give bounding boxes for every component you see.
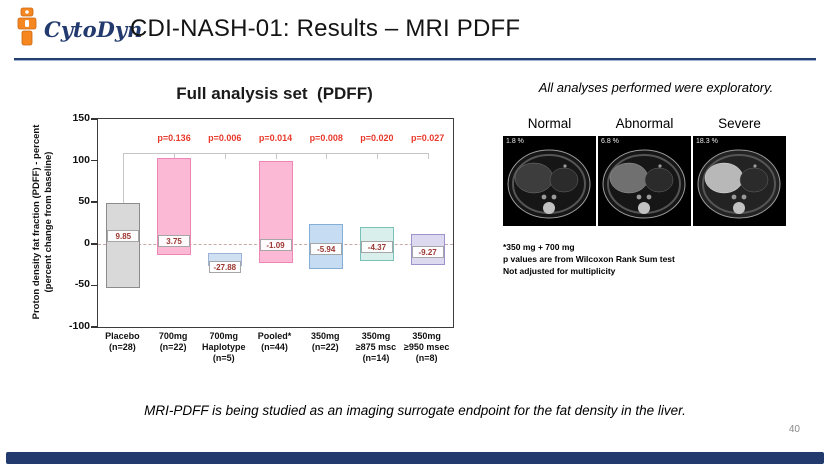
mri-labels: Normal Abnormal Severe (503, 116, 786, 131)
comparison-bracket-tick (427, 153, 429, 159)
comparison-bracket-tick (174, 153, 176, 159)
bar-value-label: -4.37 (360, 241, 393, 254)
mri-scan-graphic (507, 149, 591, 219)
footnote-pooled: *350 mg + 700 mg (503, 242, 575, 252)
chart-bar (106, 203, 141, 288)
bar-value-label: 3.75 (158, 234, 191, 247)
comparison-bracket-tick (224, 153, 226, 159)
p-value-label: p=0.027 (411, 133, 445, 143)
pdff-chart: Full analysis set (PDFF) Proton density … (25, 84, 475, 389)
y-tick-mark (91, 118, 98, 120)
comparison-bracket-tick (326, 153, 328, 159)
page-number: 40 (788, 424, 800, 435)
mri-image-normal: 1.8 % (503, 136, 596, 226)
y-tick-label: 100 (72, 153, 90, 166)
x-axis-categories: Placebo (n=28) 700mg (n=22) 700mg Haplotype (n… (97, 331, 452, 363)
comparison-bracket-tick (376, 153, 378, 159)
y-tick-mark (91, 201, 98, 203)
mri-label-normal: Normal (527, 116, 572, 131)
comparison-bracket-vertical (123, 153, 125, 204)
bottom-bar (6, 452, 824, 464)
plot-area: 150 100 50 0 -50 -100 9.85 3.75 p=0.136 -27.88 p=0… (69, 112, 454, 332)
x-category-label: Placebo (n=28) (105, 331, 140, 352)
p-value-label: p=0.136 (157, 133, 191, 143)
x-category-label: 350mg (n=22) (310, 331, 340, 352)
mri-image-row: 1.8 % 6.8 % (503, 136, 786, 226)
y-tick-mark (91, 326, 98, 328)
x-category-label: Pooled* (n=44) (257, 331, 292, 352)
bar-value-label: -5.94 (310, 242, 343, 255)
page-title: CDI-NASH-01: Results – MRI PDFF (130, 15, 521, 42)
mri-image-abnormal: 6.8 % (598, 136, 691, 226)
cytodyn-logo-text: CytoDyn (44, 17, 143, 42)
x-category-label: 700mg (n=22) (158, 331, 188, 352)
y-axis-label: Proton density fat fraction (PDFF) - per… (31, 90, 59, 354)
mri-label-severe: Severe (718, 116, 761, 131)
chart-title: Full analysis set (PDFF) (176, 84, 373, 103)
bar-value-label: -27.88 (208, 260, 241, 273)
p-value-label: p=0.020 (360, 133, 394, 143)
y-tick-label: -100 (68, 320, 90, 332)
footnote-multiplicity: Not adjusted for multiplicity (503, 265, 616, 276)
y-tick-mark (91, 159, 98, 162)
x-category-label: 350mg ≥875 msc (n=14) (355, 331, 397, 363)
mri-scan-graphic (602, 149, 686, 219)
x-category-label: 350mg ≥950 msec (n=8) (403, 331, 450, 363)
p-value-label: p=0.008 (309, 133, 343, 143)
bar-value-label: 9.85 (107, 229, 140, 242)
x-category-label: 700mg Haplotype (n=5) (202, 331, 246, 363)
y-tick-label: -50 (74, 278, 90, 291)
cytodyn-logo-icon (17, 7, 37, 46)
y-tick-label: 50 (78, 195, 90, 208)
mri-percent-normal: 1.8 % (506, 138, 524, 145)
mri-percent-severe: 18.3 % (696, 138, 718, 145)
exploratory-note: All analyses performed were exploratory. (538, 80, 774, 95)
footnote-pvalues: p values are from Wilcoxon Rank Sum test (503, 253, 675, 264)
header-divider (14, 58, 816, 61)
y-tick-mark (91, 284, 98, 287)
p-value-label: p=0.006 (208, 133, 242, 143)
mri-image-severe: 18.3 % (693, 136, 786, 226)
y-axis-label-line2: (percent change from baseline) (43, 151, 55, 293)
y-tick-label: 150 (72, 112, 90, 124)
comparison-bracket-tick (275, 153, 277, 159)
footer-note: MRI-PDFF is being studied as an imaging … (144, 403, 686, 418)
mri-scan-graphic (697, 149, 781, 219)
bar-value-label: -1.09 (259, 238, 292, 251)
p-value-label: p=0.014 (258, 133, 293, 143)
comparison-bracket-horizontal (123, 153, 428, 154)
y-axis-label-line1: Proton density fat fraction (PDFF) - per… (31, 124, 42, 320)
y-tick-label: 0 (84, 236, 90, 249)
chart-footnotes: *350 mg + 700 mg p values are from Wilco… (503, 242, 675, 278)
y-tick-mark (91, 243, 98, 245)
bar-value-label: -9.27 (411, 245, 444, 258)
mri-label-abnormal: Abnormal (615, 116, 674, 131)
mri-percent-abnormal: 6.8 % (601, 138, 619, 145)
